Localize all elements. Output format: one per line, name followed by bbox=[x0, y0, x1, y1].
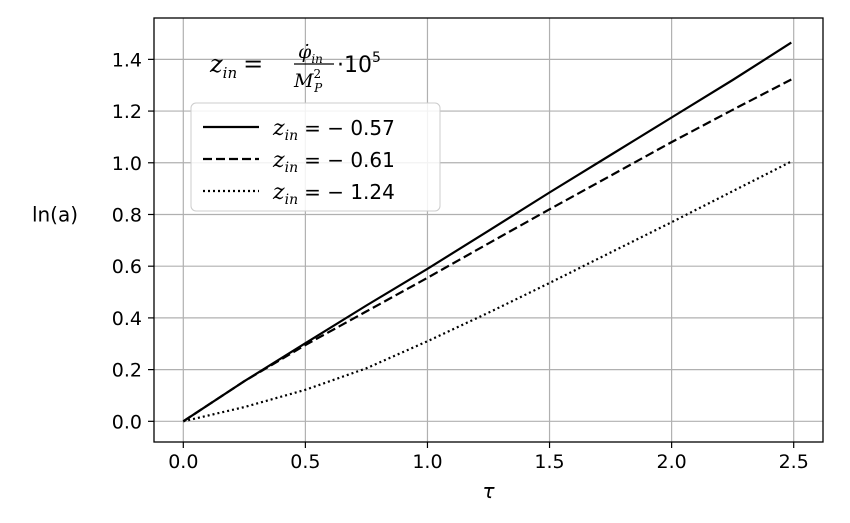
y-tick-label: 0.2 bbox=[112, 360, 142, 382]
y-tick-label: 1.2 bbox=[112, 101, 142, 123]
svg-text:·105: ·105 bbox=[337, 50, 381, 78]
annot-lhs-sub: in bbox=[223, 64, 237, 82]
tick-layer: 0.0 0.5 1.0 1.5 2.0 2.5 0.0 0.2 0.4 0.6 0.8 1.0 1.2 1… bbox=[112, 49, 809, 473]
y-tick-label: 1.4 bbox=[112, 49, 142, 71]
formula-annotation: zin = φ̇in M2 P ·105 bbox=[209, 41, 381, 95]
annot-lhs: z bbox=[209, 50, 223, 78]
legend-box bbox=[190, 102, 441, 212]
annot-numerator: φ̇ bbox=[298, 41, 312, 63]
annot-numerator-sub: in bbox=[311, 52, 323, 66]
x-tick-label: 1.5 bbox=[534, 451, 564, 473]
x-tick-label: 2.5 bbox=[779, 451, 809, 473]
x-tick-label: 0.5 bbox=[290, 451, 320, 473]
x-tick-label: 1.0 bbox=[412, 451, 442, 473]
series-layer bbox=[182, 41, 792, 423]
annot-denominator-sub: P bbox=[313, 81, 323, 95]
legend-label: zin = − 0.61 bbox=[272, 148, 395, 176]
y-tick-label: 0.8 bbox=[112, 204, 142, 226]
x-axis-label: τ bbox=[482, 479, 495, 503]
plot-frame bbox=[153, 17, 824, 443]
x-tick-label: 0.0 bbox=[168, 451, 198, 473]
legend: zin = − 0.57 zin = − 0.61 zin = − 1.24 bbox=[190, 102, 441, 212]
annot-denominator: M bbox=[293, 70, 314, 92]
y-axis-label: ln(a) bbox=[32, 202, 78, 226]
svg-text:M2P: M2 P bbox=[293, 67, 323, 95]
svg-text:zin=: zin = bbox=[209, 50, 263, 82]
x-tick-label: 2.0 bbox=[657, 451, 687, 473]
svg-text:φ̇in: φ̇in bbox=[298, 41, 323, 66]
y-tick-label: 0.4 bbox=[112, 308, 142, 330]
legend-label: zin = − 1.24 bbox=[272, 180, 395, 208]
y-tick-label: 0.6 bbox=[112, 256, 142, 278]
legend-label: zin = − 0.57 bbox=[272, 116, 395, 144]
series-line-dashed bbox=[182, 78, 792, 423]
y-tick-label: 1.0 bbox=[112, 153, 142, 175]
annot-denominator-sup: 2 bbox=[313, 67, 321, 81]
y-tick-label: 0.0 bbox=[112, 411, 142, 433]
annot-times: ·10 bbox=[337, 53, 372, 78]
annot-exponent: 5 bbox=[372, 50, 381, 66]
annot-equals: = bbox=[243, 50, 263, 78]
legend-entries: zin = − 0.57 zin = − 0.61 zin = − 1.24 bbox=[203, 116, 395, 208]
